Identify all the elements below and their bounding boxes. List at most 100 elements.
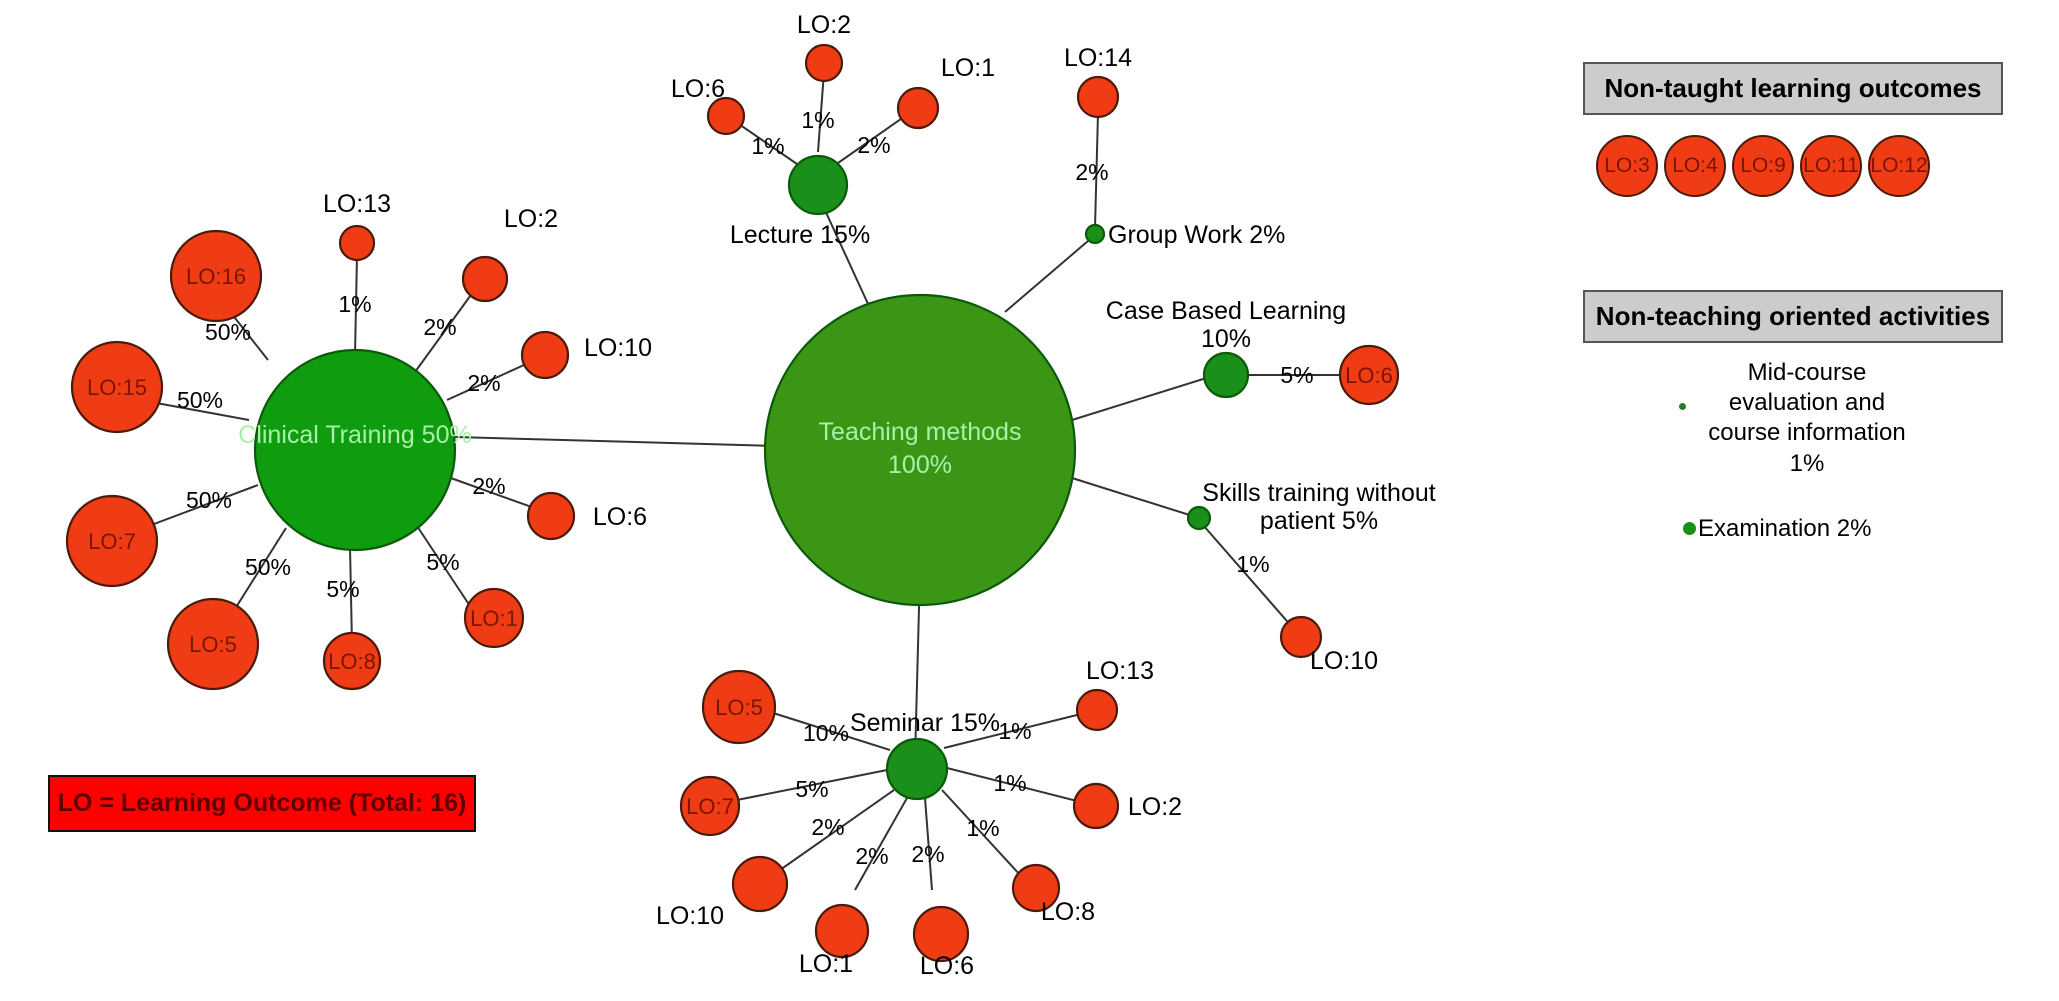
node-lo8-seminar[interactable]: [1011, 863, 1061, 913]
edge-clinical-lo6: [447, 476, 541, 511]
edge-skills-lo10: [1202, 524, 1294, 629]
lo7-seminar-label: LO:7: [686, 794, 734, 819]
lo5-label: LO:5: [189, 632, 237, 657]
node-lo6-cbl[interactable]: [1338, 344, 1400, 406]
cluster-lecture: Lecture 15% LO:6 1% LO:2 1% LO:1 2%: [671, 11, 995, 249]
lo-legend-footnote: LO = Learning Outcome (Total: 16): [48, 775, 476, 832]
skills-label-line1: Skills training without: [1202, 479, 1435, 507]
edge-root-groupwork: [1004, 234, 1096, 313]
lo6-seminar-label: LO:6: [920, 952, 974, 980]
edge-clinical-lo1: [414, 522, 471, 607]
seminar-label: Seminar 15%: [850, 709, 1000, 737]
edge-lecture-lo1: [837, 113, 909, 164]
lo6-clinical-label: LO:6: [593, 503, 647, 531]
node-lo7-seminar[interactable]: [679, 775, 741, 837]
node-lo15[interactable]: [70, 340, 164, 434]
pct-seminar-lo1: 2%: [855, 843, 888, 869]
pct-seminar-lo13: 1%: [998, 718, 1031, 744]
lo8-seminar-label: LO:8: [1041, 898, 1095, 926]
node-groupwork[interactable]: [1084, 223, 1106, 245]
examination-label: Examination 2%: [1698, 514, 1872, 542]
lo5-seminar-label: LO:5: [715, 695, 763, 720]
pct-clinical-lo5: 50%: [245, 554, 291, 580]
lo8-clinical-label: LO:8: [328, 649, 376, 674]
node-lecture[interactable]: [787, 154, 849, 216]
non-taught-chip[interactable]: LO:11: [1800, 135, 1862, 197]
edges-lecture: [732, 71, 909, 165]
node-lo10-seminar[interactable]: [731, 855, 789, 913]
edges-groupwork: [1094, 112, 1099, 229]
midcourse-dot-icon: [1679, 403, 1686, 410]
node-case-based-learning[interactable]: [1202, 351, 1250, 399]
edge-seminar-lo7: [736, 769, 888, 801]
cluster-seminar: Seminar 15% LO:5 10% LO:7 5% LO:10 2% LO…: [656, 657, 1182, 980]
non-taught-chip[interactable]: LO:3: [1596, 135, 1658, 197]
non-teaching-item-midcourse[interactable]: Mid-course evaluation and course informa…: [1583, 358, 2013, 479]
pct-seminar-lo10: 2%: [811, 814, 844, 840]
non-teaching-item-list: Mid-course evaluation and course informa…: [1583, 358, 2013, 543]
edge-seminar-lo2: [946, 767, 1086, 804]
node-lo7[interactable]: [65, 494, 159, 588]
node-lo5[interactable]: [166, 597, 260, 691]
node-clinical-training[interactable]: [253, 348, 457, 552]
node-lo1-clinical[interactable]: [463, 587, 525, 649]
pct-lecture-lo2: 1%: [801, 107, 834, 133]
lecture-label: Lecture 15%: [730, 221, 870, 249]
node-lo13-seminar[interactable]: [1075, 688, 1119, 732]
lo16-label: LO:16: [186, 264, 246, 289]
node-lo6-lecture[interactable]: [706, 96, 746, 136]
node-seminar[interactable]: [885, 737, 949, 801]
pct-skills-lo10: 1%: [1236, 551, 1269, 577]
node-lo6-clinical[interactable]: [526, 491, 576, 541]
pct-clinical-lo13: 1%: [338, 291, 371, 317]
pct-seminar-lo8: 1%: [966, 815, 999, 841]
node-lo1-lecture[interactable]: [896, 86, 940, 130]
midcourse-line4: 1%: [1789, 449, 1825, 477]
pct-seminar-lo2: 1%: [993, 770, 1026, 796]
edge-seminar-lo6: [924, 797, 933, 891]
node-lo10-clinical[interactable]: [520, 330, 570, 380]
midcourse-line1: Mid-course: [1747, 359, 1867, 386]
node-lo5-seminar[interactable]: [701, 669, 777, 745]
midcourse-label: Mid-course evaluation and course informa…: [1601, 358, 2013, 479]
node-lo1-seminar[interactable]: [814, 903, 870, 959]
node-lo14[interactable]: [1076, 75, 1120, 119]
clinical-training-label: Clinical Training 50%: [238, 421, 471, 449]
pct-clinical-lo2: 2%: [423, 314, 456, 340]
lo6-lecture-label: LO:6: [671, 75, 725, 103]
cluster-skills: Skills training without patient 5% LO:10…: [1186, 479, 1436, 675]
lo13-label: LO:13: [323, 190, 391, 218]
groupwork-label: Group Work 2%: [1108, 221, 1285, 249]
node-lo16[interactable]: [169, 229, 263, 323]
lo7-label: LO:7: [88, 529, 136, 554]
node-lo2-clinical[interactable]: [461, 255, 509, 303]
cluster-clinical-training: Clinical Training 50% LO:16 50% LO:15 50…: [65, 190, 652, 691]
lo6-cbl-label: LO:6: [1345, 363, 1393, 388]
non-taught-chip[interactable]: LO:12: [1868, 135, 1930, 197]
edge-groupwork-lo14: [1094, 112, 1099, 229]
node-skills-training[interactable]: [1186, 505, 1212, 531]
edge-seminar-lo1: [854, 797, 908, 891]
lo10-clinical-label: LO:10: [584, 334, 652, 362]
non-taught-chip[interactable]: LO:9: [1732, 135, 1794, 197]
non-teaching-item-examination[interactable]: Examination 2%: [1583, 515, 2013, 543]
lo14-label: LO:14: [1064, 44, 1132, 72]
root-label-line2: 100%: [888, 451, 952, 479]
non-taught-chip[interactable]: LO:4: [1664, 135, 1726, 197]
lo15-label: LO:15: [87, 375, 147, 400]
cbl-label-line2: 10%: [1201, 325, 1251, 353]
node-lo6-seminar[interactable]: [912, 905, 970, 963]
node-lo13[interactable]: [338, 224, 376, 262]
lo1-lecture-label: LO:1: [941, 54, 995, 82]
midcourse-line3: course information: [1708, 419, 1906, 447]
node-lo10-skills[interactable]: [1279, 615, 1323, 659]
node-lo2-lecture[interactable]: [804, 43, 844, 83]
edge-clinical-lo8: [349, 545, 353, 646]
node-lo8-clinical[interactable]: [322, 631, 382, 691]
lo13-seminar-label: LO:13: [1086, 657, 1154, 685]
non-taught-header: Non-taught learning outcomes: [1583, 62, 2003, 115]
node-teaching-methods[interactable]: Teaching methods 100%: [763, 293, 1077, 607]
node-lo2-seminar[interactable]: [1072, 782, 1120, 830]
lo10-skills-label: LO:10: [1310, 647, 1378, 675]
